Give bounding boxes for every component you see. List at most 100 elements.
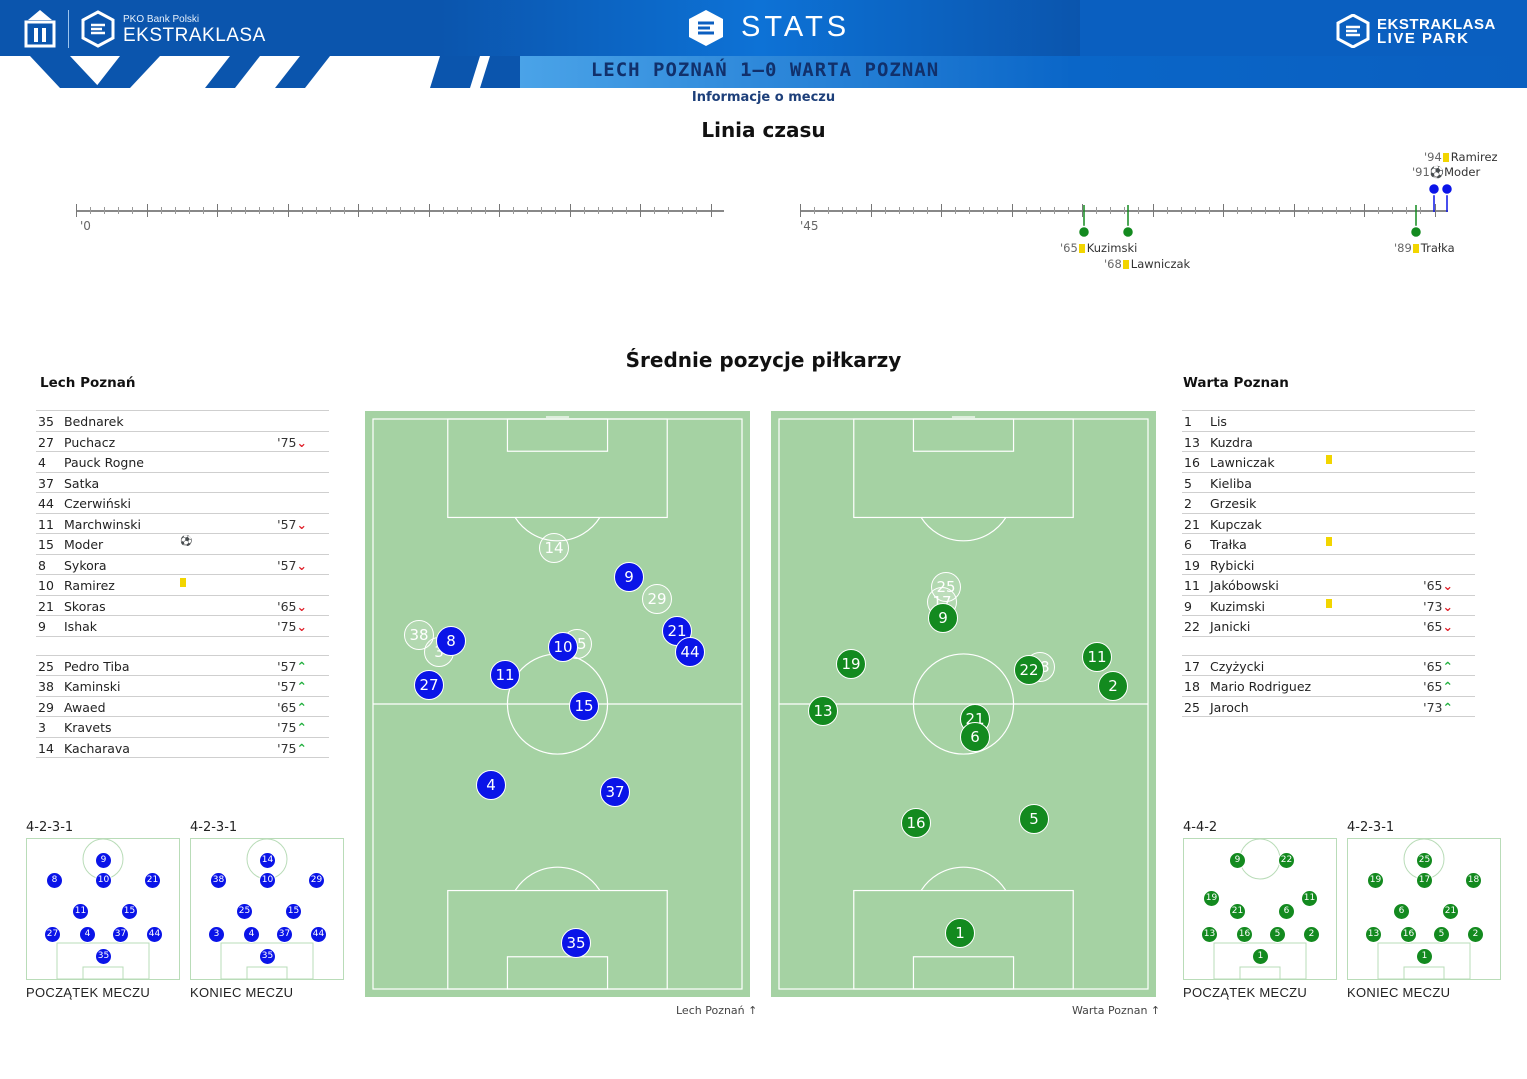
timeline-tick — [104, 207, 106, 214]
home-start-formation-pitch: 9 8 10 21 11 15 27 4 37 44 35 — [26, 838, 180, 980]
player-name: Marchwinski — [64, 516, 141, 532]
player-position-marker[interactable]: 21 — [662, 616, 692, 646]
roster-row[interactable]: 14 Kacharava '75⌃ — [36, 738, 329, 758]
player-number: 38 — [38, 679, 54, 694]
timeline-event-65[interactable]: '65 Kuzimski — [1060, 241, 1138, 255]
player-position-marker[interactable]: 27 — [414, 670, 444, 700]
roster-row[interactable]: 17 Czyżycki '65⌃ — [1182, 654, 1475, 676]
player-position-marker[interactable]: 13 — [808, 696, 838, 726]
player-number: 35 — [38, 414, 54, 429]
timeline-tick — [969, 207, 971, 214]
timeline-tick — [1406, 207, 1408, 214]
player-position-marker[interactable]: 14 — [539, 533, 569, 563]
away-end-formation-pitch: 25 19 17 18 6 21 13 16 5 2 1 — [1347, 838, 1501, 980]
player-position-marker[interactable]: 35 — [561, 928, 591, 958]
roster-row[interactable]: 38 Kaminski '57⌃ — [36, 676, 329, 697]
timeline-tick — [583, 207, 585, 214]
formation-player-marker: 10 — [259, 872, 276, 889]
timeline-tick — [555, 207, 557, 214]
roster-row[interactable]: 10 Ramirez — [36, 575, 329, 596]
away-end-caption: KONIEC MECZU — [1347, 985, 1451, 1000]
player-number: 25 — [1184, 699, 1200, 715]
player-position-marker[interactable]: 19 — [836, 649, 866, 679]
roster-row[interactable]: 2 Grzesik — [1182, 493, 1475, 514]
roster-row[interactable]: 21 Kupczak — [1182, 514, 1475, 534]
yellow-card-icon — [180, 578, 186, 587]
player-name: Czyżycki — [1210, 658, 1265, 674]
roster-row[interactable]: 27 Puchacz '75⌄ — [36, 432, 329, 452]
pko-logo-icon[interactable] — [24, 8, 56, 48]
roster-row[interactable]: 11 Marchwinski '57⌄ — [36, 514, 329, 534]
roster-row[interactable]: 8 Sykora '57⌄ — [36, 555, 329, 575]
roster-row[interactable]: 29 Awaed '65⌃ — [36, 697, 329, 717]
event-markers-65-68 — [1077, 205, 1135, 239]
roster-row[interactable]: 11 Jakóbowski '65⌄ — [1182, 575, 1475, 596]
roster-row[interactable]: 44 Czerwiński — [36, 493, 329, 514]
timeline-tick — [315, 207, 317, 214]
timeline-tick — [174, 207, 176, 214]
player-position-marker[interactable]: 44 — [675, 637, 705, 667]
player-position-marker[interactable]: 1 — [945, 918, 975, 948]
player-number: 16 — [1184, 455, 1200, 470]
timeline-event-68[interactable]: '68 Lawniczak — [1104, 257, 1191, 271]
roster-row[interactable]: 1 Lis — [1182, 410, 1475, 432]
player-position-marker[interactable]: 11 — [490, 660, 520, 690]
player-position-marker[interactable]: 16 — [901, 808, 931, 838]
roster-row[interactable]: 37 Satka — [36, 473, 329, 493]
timeline-event-94[interactable]: '94 Ramirez — [1424, 150, 1498, 164]
timeline-event-89[interactable]: '89 Trałka — [1394, 241, 1455, 255]
formation-player-marker: 29 — [308, 872, 325, 889]
player-position-marker[interactable]: 29 — [642, 584, 672, 614]
timeline-tick — [245, 207, 247, 214]
player-number: 13 — [1184, 434, 1200, 450]
timeline-event-91[interactable]: '91⚽Moder — [1412, 165, 1481, 179]
player-position-marker[interactable]: 37 — [600, 777, 630, 807]
player-name: Janicki — [1210, 619, 1251, 634]
sub-on-arrow-icon: ⌃ — [296, 720, 307, 735]
player-position-marker[interactable]: 5 — [1019, 804, 1049, 834]
player-position-marker[interactable]: 15 — [569, 691, 599, 721]
player-number: 37 — [38, 475, 54, 491]
player-position-marker[interactable]: 22 — [1014, 655, 1044, 685]
formation-player-marker: 44 — [310, 926, 327, 943]
timeline-tick — [217, 204, 218, 217]
player-position-marker[interactable]: 4 — [476, 770, 506, 800]
timeline-tick — [428, 204, 430, 217]
roster-row[interactable]: 16 Lawniczak — [1182, 452, 1475, 473]
player-position-marker[interactable]: 11 — [1082, 642, 1112, 672]
player-position-marker[interactable]: 9 — [614, 562, 644, 592]
roster-row[interactable]: 19 Rybicki — [1182, 555, 1475, 575]
roster-row[interactable]: 15 Moder ⚽ — [36, 534, 329, 555]
player-position-marker[interactable]: 2 — [1098, 671, 1128, 701]
player-position-marker[interactable]: 8 — [436, 626, 466, 656]
match-info-link[interactable]: Informacje o meczu — [691, 90, 836, 105]
roster-row[interactable]: 22 Janicki '65⌄ — [1182, 616, 1475, 637]
roster-row[interactable]: 5 Kieliba — [1182, 473, 1475, 493]
formation-player-marker: 13 — [1365, 926, 1382, 943]
roster-row[interactable]: 18 Mario Rodriguez '65⌃ — [1182, 676, 1475, 697]
player-position-marker[interactable]: 6 — [960, 722, 990, 752]
roster-row[interactable]: 9 Ishak '75⌄ — [36, 616, 329, 637]
roster-row[interactable]: 13 Kuzdra — [1182, 432, 1475, 452]
player-name: Puchacz — [64, 434, 116, 450]
player-position-marker[interactable]: 10 — [548, 632, 578, 662]
roster-row[interactable]: 21 Skoras '65⌄ — [36, 596, 329, 616]
formation-player-marker: 18 — [1465, 872, 1482, 889]
roster-row[interactable]: 4 Pauck Rogne — [36, 452, 329, 473]
home-roster: 35 Bednarek 27 Puchacz '75⌄ 4 Pauck Rogne 37 Sat… — [36, 410, 329, 758]
roster-row[interactable]: 35 Bednarek — [36, 410, 329, 432]
roster-row[interactable]: 9 Kuzimski '73⌄ — [1182, 596, 1475, 616]
sub-on-arrow-icon: ⌃ — [1442, 658, 1453, 674]
player-position-marker[interactable]: 9 — [928, 603, 958, 633]
roster-row[interactable]: 3 Kravets '75⌃ — [36, 717, 329, 738]
roster-row[interactable]: 25 Jaroch '73⌃ — [1182, 697, 1475, 717]
timeline-tick — [1025, 207, 1027, 214]
formation-player-marker: 16 — [1400, 926, 1417, 943]
timeline-axis-first-half — [76, 210, 724, 212]
roster-row[interactable]: 25 Pedro Tiba '57⌃ — [36, 654, 329, 676]
roster-row[interactable]: 6 Trałka — [1182, 534, 1475, 555]
substitution-minute: '65⌄ — [1423, 578, 1453, 593]
player-name: Rybicki — [1210, 557, 1255, 573]
player-number: 4 — [38, 455, 46, 470]
live-park-line2: LIVE PARK — [1377, 30, 1470, 47]
